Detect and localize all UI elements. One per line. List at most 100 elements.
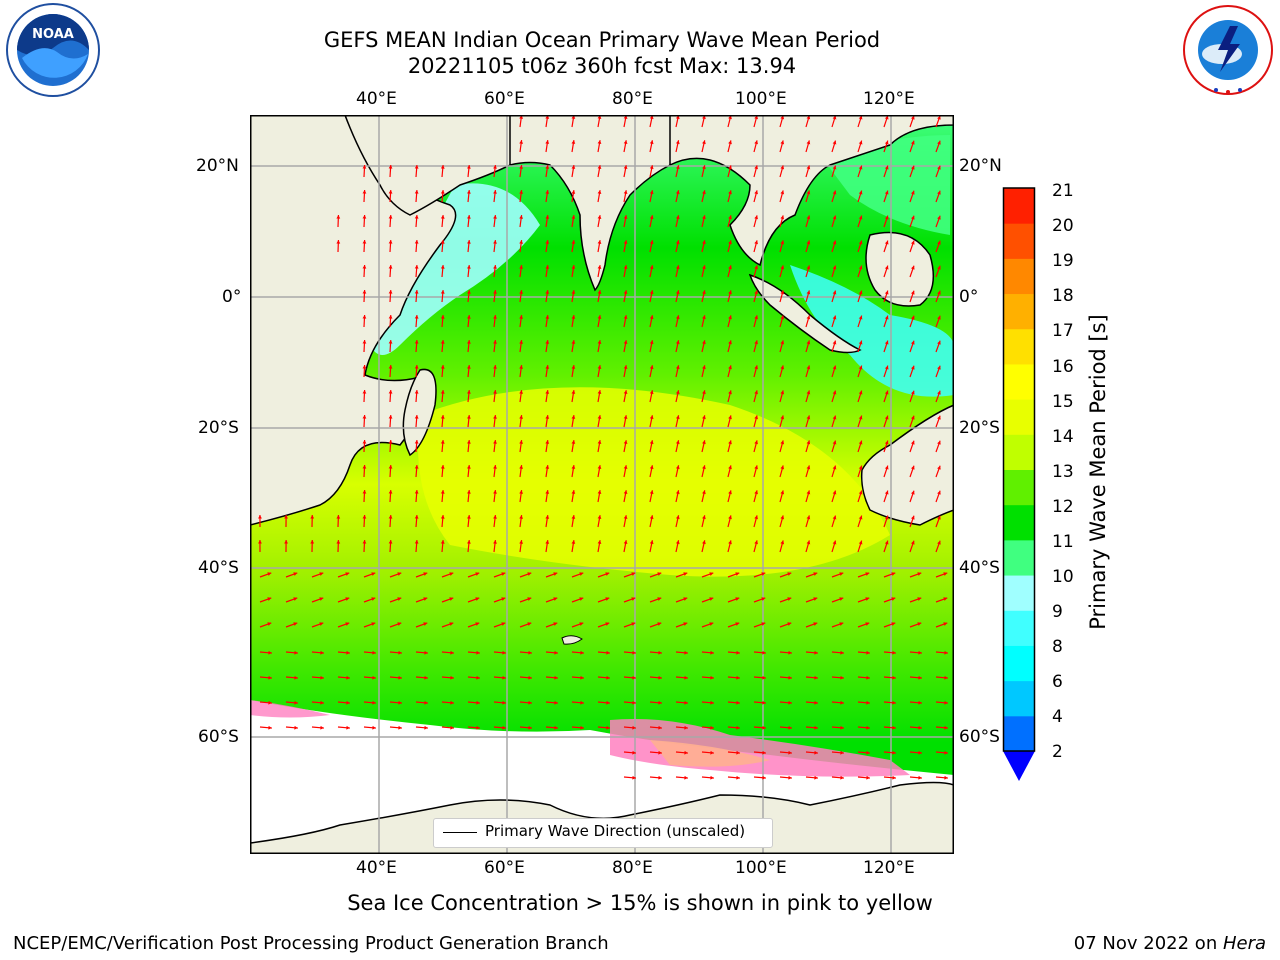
wave-direction-arrowhead (388, 540, 393, 544)
wave-direction-arrowhead (892, 750, 896, 755)
colorbar-segment (1003, 434, 1035, 470)
wave-direction-arrowhead (762, 750, 766, 755)
wave-direction-arrowhead (858, 365, 863, 370)
wave-direction-arrowhead (284, 515, 289, 519)
wave-direction-arrowhead (832, 140, 837, 145)
wave-direction-arrowhead (597, 165, 602, 169)
wave-direction-arrowhead (623, 140, 628, 145)
map-frame (250, 115, 954, 854)
wave-direction-arrowhead (840, 650, 844, 655)
wave-direction-arrowhead (884, 415, 889, 420)
wave-direction-arrowhead (501, 622, 506, 626)
wave-direction-arrowhead (658, 700, 662, 705)
wave-direction-arrowhead (440, 440, 445, 444)
wave-direction-arrowhead (891, 597, 896, 601)
wave-direction-arrowhead (710, 700, 714, 705)
colorbar-segment (1003, 223, 1035, 259)
wave-direction-arrowhead (372, 700, 376, 705)
wave-direction-arrowhead (571, 415, 576, 419)
wave-direction-arrowhead (806, 165, 811, 170)
wave-direction-arrowhead (710, 650, 714, 655)
wave-direction-arrowhead (649, 165, 654, 170)
wave-direction-arrowhead (658, 675, 662, 680)
wave-direction-arrowhead (597, 340, 602, 344)
wave-direction-arrowhead (388, 490, 393, 494)
wave-direction-arrowhead (910, 315, 915, 320)
wave-direction-arrowhead (414, 190, 419, 194)
wave-direction-arrowhead (728, 390, 732, 395)
wave-direction-arrowhead (806, 190, 811, 195)
wave-direction-arrowhead (918, 700, 922, 705)
wave-direction-arrowhead (754, 365, 758, 370)
wave-direction-arrowhead (424, 700, 428, 705)
cb-tick-9: 9 (1052, 602, 1063, 622)
wave-direction-arrowhead (414, 415, 419, 419)
wave-direction-arrowhead (806, 415, 811, 420)
wave-direction-arrowhead (866, 725, 870, 730)
wave-direction-arrowhead (762, 675, 766, 680)
wave-direction-arrowhead (832, 465, 837, 470)
wave-direction-arrowhead (865, 597, 870, 601)
wave-direction-arrowhead (910, 190, 915, 195)
wave-direction-arrowhead (545, 265, 550, 269)
wave-direction-arrowhead (476, 650, 480, 655)
wave-direction-arrowhead (597, 490, 602, 494)
wave-direction-arrowhead (649, 215, 654, 220)
wave-direction-arrowhead (571, 165, 576, 169)
wave-direction-arrowhead (937, 190, 941, 195)
wave-direction-arrowhead (858, 340, 863, 345)
wave-direction-arrowhead (545, 415, 550, 419)
wave-direction-arrowhead (475, 597, 480, 601)
wave-direction-arrowhead (787, 572, 792, 576)
footer-date-machine: 07 Nov 2022 on Hera (1074, 933, 1266, 954)
wave-direction-arrowhead (493, 415, 497, 419)
wave-direction-arrowhead (832, 390, 837, 395)
lat-tick-right-40s: 40°S (959, 558, 1000, 578)
wave-direction-arrowhead (493, 515, 497, 519)
wave-direction-arrowhead (571, 290, 576, 294)
wave-direction-arrowhead (754, 515, 758, 520)
wave-direction-arrowhead (414, 465, 419, 469)
wave-direction-arrowhead (787, 622, 792, 626)
wave-direction-arrowhead (728, 165, 732, 170)
wave-direction-arrowhead (519, 515, 524, 519)
wave-direction-arrowhead (937, 365, 941, 370)
wave-direction-arrowhead (466, 390, 471, 394)
wave-direction-arrowhead (388, 315, 393, 319)
wave-direction-arrowhead (597, 465, 602, 469)
wave-direction-arrowhead (440, 240, 445, 244)
wave-direction-arrowhead (336, 240, 341, 244)
wave-direction-arrowhead (684, 725, 688, 730)
wave-direction-arrowhead (649, 390, 654, 395)
wave-direction-arrowhead (675, 315, 680, 320)
wave-direction-arrowhead (466, 540, 471, 544)
wave-direction-arrowhead (884, 540, 889, 545)
wave-direction-arrowhead (806, 340, 811, 345)
wave-direction-arrowhead (728, 290, 732, 295)
wave-direction-arrowhead (388, 190, 393, 194)
wave-direction-arrowhead (866, 650, 870, 655)
wave-direction-arrowhead (545, 165, 550, 169)
wave-direction-arrowhead (528, 725, 532, 730)
cb-tick-2: 2 (1052, 742, 1063, 762)
wave-direction-arrowhead (571, 540, 576, 544)
colorbar-segment (1003, 188, 1035, 224)
wave-direction-arrowhead (424, 675, 428, 680)
wave-direction-arrowhead (449, 572, 454, 576)
wave-direction-arrowhead (788, 750, 792, 755)
wave-direction-arrowhead (388, 240, 393, 244)
wave-direction-arrowhead (892, 700, 896, 705)
wave-direction-arrowhead (623, 215, 628, 220)
wave-direction-arrowhead (780, 140, 785, 145)
wave-direction-arrowhead (553, 572, 558, 576)
wave-direction-arrowhead (858, 440, 863, 445)
wave-direction-arrowhead (910, 290, 915, 295)
wave-direction-arrowhead (839, 572, 844, 576)
colorbar-segment (1003, 610, 1035, 646)
wave-direction-arrowhead (580, 675, 584, 680)
lon-tick-top-100e: 100°E (735, 89, 787, 109)
wave-direction-arrowhead (493, 440, 497, 444)
wave-direction-arrowhead (258, 515, 262, 519)
wave-direction-arrowhead (345, 572, 350, 576)
wave-direction-arrowhead (728, 365, 732, 370)
